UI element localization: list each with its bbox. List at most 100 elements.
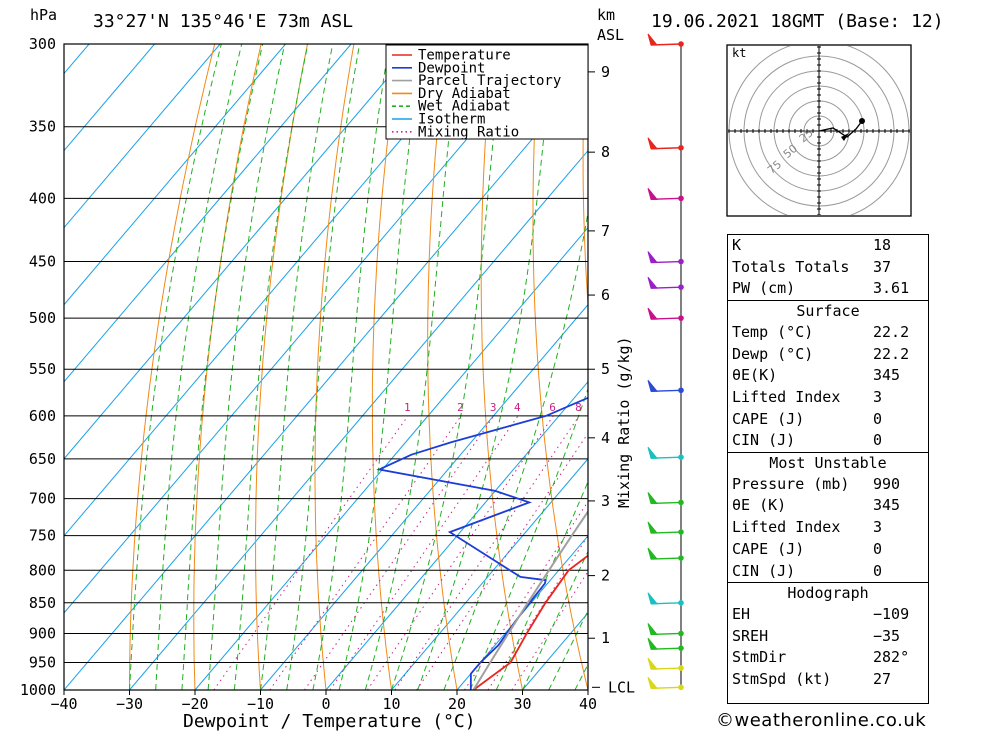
km-unit-label: km bbox=[597, 6, 615, 24]
mixing-ratio-label: 1 bbox=[404, 401, 411, 414]
wet-adiabat-line bbox=[260, 44, 334, 690]
wind-barb-flag bbox=[647, 446, 659, 459]
index-row: Totals Totals 37 bbox=[728, 257, 928, 279]
dewpoint-line bbox=[376, 396, 588, 690]
legend-label: Mixing Ratio bbox=[418, 124, 519, 140]
legend-label: Isotherm bbox=[418, 112, 485, 128]
x-tick-label: 10 bbox=[382, 695, 400, 713]
most-unstable-row-value: 990 bbox=[873, 474, 901, 493]
pressure-tick-label: 550 bbox=[29, 360, 56, 378]
wet-adiabat-line bbox=[469, 387, 588, 690]
isotherm-line bbox=[325, 380, 588, 690]
index-row-value: 18 bbox=[873, 236, 892, 254]
pressure-tick-label: 600 bbox=[29, 407, 56, 425]
pressure-tick-label: 1000 bbox=[20, 681, 56, 699]
wet-adiabat-line bbox=[391, 44, 504, 690]
surface-row-value: 22.2 bbox=[873, 344, 910, 363]
wind-barbs bbox=[647, 33, 684, 691]
surface-row-value: 0 bbox=[873, 431, 883, 450]
hodograph-trace bbox=[818, 120, 863, 138]
wind-barb-flag bbox=[647, 657, 659, 670]
surface-row-label: Dewp (°C) bbox=[732, 344, 814, 363]
height-tick-label: 3 bbox=[601, 492, 610, 510]
wind-barb-flag bbox=[647, 379, 659, 392]
dry-adiabat-line bbox=[957, 44, 1000, 690]
wind-barb-flag bbox=[647, 592, 659, 605]
surface-row-value: 3 bbox=[873, 387, 883, 406]
most-unstable-row-label: CIN (J) bbox=[732, 561, 796, 580]
index-row-value: 3.61 bbox=[873, 279, 910, 298]
surface-row-value: 22.2 bbox=[873, 322, 910, 341]
hodograph-row: StmDir 282° bbox=[728, 647, 928, 669]
wet-adiabat-line bbox=[495, 480, 588, 690]
hodograph-row-value: 27 bbox=[873, 670, 892, 688]
wet-adiabat-line bbox=[233, 44, 309, 690]
pressure-tick-label: 300 bbox=[29, 35, 56, 53]
legend-label: Parcel Trajectory bbox=[418, 73, 561, 89]
table-divider bbox=[728, 452, 928, 453]
mixing-ratio-label: 25 bbox=[685, 401, 698, 414]
most-unstable-row-label: θE (K) bbox=[732, 496, 787, 515]
legend-label: Temperature bbox=[418, 48, 511, 64]
hodograph-row-label: EH bbox=[732, 604, 751, 623]
pressure-tick-label: 500 bbox=[29, 309, 56, 327]
most-unstable-row: Pressure (mb) 990 bbox=[728, 474, 928, 496]
mixing-ratio-label: 20 bbox=[663, 401, 676, 414]
surface-row: Dewp (°C) 22.2 bbox=[728, 344, 928, 366]
mixing-ratio-line bbox=[269, 415, 462, 690]
hodograph-row-label: SREH bbox=[732, 626, 769, 645]
mixing-ratio-label: 16 bbox=[641, 401, 654, 414]
hodograph-endpoint bbox=[859, 118, 865, 124]
pressure-tick-label: 350 bbox=[29, 118, 56, 136]
mixing-ratio-label: 10 bbox=[596, 401, 609, 414]
surface-section-title: Surface bbox=[796, 302, 860, 321]
dry-adiabat-line bbox=[480, 44, 523, 690]
mixing-ratio-line bbox=[304, 415, 495, 690]
wet-adiabat-line bbox=[312, 44, 390, 690]
isotherm-line bbox=[64, 44, 286, 306]
mixing-ratio-label: 2 bbox=[457, 401, 464, 414]
isotherm-line bbox=[391, 458, 588, 690]
temperature-line bbox=[472, 554, 588, 690]
most-unstable-row: Lifted Index 3 bbox=[728, 517, 928, 539]
pressure-tick-label: 850 bbox=[29, 594, 56, 612]
hodograph-row: EH −109 bbox=[728, 604, 928, 626]
hodograph-row: StmSpd (kt) 27 bbox=[728, 669, 928, 691]
most-unstable-section-title: Most Unstable bbox=[769, 454, 887, 472]
most-unstable-row-label: Pressure (mb) bbox=[732, 474, 850, 493]
dry-adiabat-line bbox=[427, 44, 458, 690]
mixing-ratio-label: 6 bbox=[549, 401, 556, 414]
surface-row: Lifted Index 3 bbox=[728, 387, 928, 409]
isotherm-line bbox=[194, 226, 588, 690]
surface-row: CAPE (J) 0 bbox=[728, 409, 928, 431]
surface-row-label: CAPE (J) bbox=[732, 409, 805, 428]
isotherm-lines bbox=[64, 44, 588, 690]
hodograph-row-label: StmDir bbox=[732, 648, 787, 667]
surface-row: CIN (J) 0 bbox=[728, 430, 928, 452]
hodograph-unit: kt bbox=[732, 46, 746, 60]
isobar-lines bbox=[64, 44, 588, 690]
height-tick-label: 5 bbox=[601, 360, 610, 378]
index-row: K 18 bbox=[728, 235, 928, 257]
wind-barb-flag bbox=[647, 676, 659, 689]
most-unstable-row: CIN (J) 0 bbox=[728, 561, 928, 583]
legend-label: Dewpoint bbox=[418, 60, 485, 76]
lcl-label: LCL bbox=[608, 678, 635, 696]
dry-adiabat-line bbox=[532, 44, 588, 690]
x-tick-label: 40 bbox=[579, 695, 597, 713]
wind-barb-flag bbox=[647, 547, 659, 560]
surface-row-value: 0 bbox=[873, 409, 883, 428]
legend-label: Dry Adiabat bbox=[418, 86, 511, 102]
pressure-tick-label: 900 bbox=[29, 624, 56, 642]
x-tick-label: 30 bbox=[513, 695, 531, 713]
indices-table: K 18 Totals Totals 37 PW (cm) 3.61 Surface Temp… bbox=[727, 234, 929, 704]
wind-barb-flag bbox=[647, 137, 659, 150]
x-tick-label: −10 bbox=[247, 695, 274, 713]
pressure-tick-label: 700 bbox=[29, 490, 56, 508]
wind-barb-flag bbox=[647, 637, 659, 650]
valid-datetime: 19.06.2021 18GMT (Base: 12) bbox=[651, 11, 944, 32]
hodograph-row-value: 282° bbox=[873, 648, 910, 667]
wind-barb-flag bbox=[647, 492, 659, 504]
isotherm-line bbox=[64, 44, 352, 383]
mixing-ratio-label: 4 bbox=[514, 401, 521, 414]
